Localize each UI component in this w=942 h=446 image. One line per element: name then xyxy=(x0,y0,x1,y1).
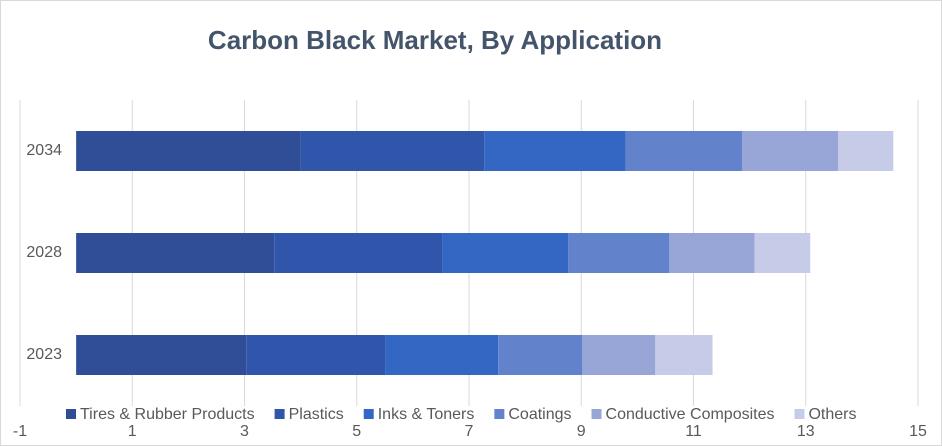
legend-marker xyxy=(591,409,602,419)
legend-label: Coatings xyxy=(508,406,571,423)
x-tick-label: 7 xyxy=(465,423,474,440)
x-tick-label: 15 xyxy=(909,423,927,440)
bar-segment xyxy=(76,335,247,375)
x-tick-label: 5 xyxy=(352,423,361,440)
bar-segment xyxy=(669,233,755,273)
x-tick-label: 11 xyxy=(685,423,702,440)
bar-segment xyxy=(625,131,743,171)
bar-segment xyxy=(385,335,499,375)
legend-marker xyxy=(494,409,505,419)
x-tick-label: 1 xyxy=(128,423,137,440)
legend-label: Inks & Toners xyxy=(378,406,475,423)
y-tick-label: 2023 xyxy=(26,346,62,363)
legend-label: Others xyxy=(808,406,856,423)
bar-segment xyxy=(498,335,583,375)
bar-segment xyxy=(76,233,275,273)
legend-marker xyxy=(794,409,805,419)
bar-segment xyxy=(76,131,301,171)
chart-title: Carbon Black Market, By Application xyxy=(208,25,662,55)
bar-segment xyxy=(246,335,386,375)
bar-segment xyxy=(754,233,811,273)
y-tick-label: 2028 xyxy=(26,244,62,261)
x-tick-label: 9 xyxy=(577,423,586,440)
bar-segment xyxy=(484,131,626,171)
bar-segment xyxy=(655,335,713,375)
y-tick-label: 2034 xyxy=(26,142,62,159)
bar-segment xyxy=(274,233,443,273)
bar-segment xyxy=(838,131,894,171)
legend-marker xyxy=(274,409,285,419)
bar-segment xyxy=(742,131,839,171)
legend-label: Tires & Rubber Products xyxy=(80,406,255,423)
x-tick-label: 13 xyxy=(797,423,815,440)
legend-marker xyxy=(66,409,76,419)
bar-segment xyxy=(442,233,569,273)
bar-segment xyxy=(582,335,656,375)
legend-label: Conductive Composites xyxy=(606,406,775,423)
legend-marker xyxy=(363,409,374,419)
legend-label: Plastics xyxy=(289,406,344,423)
bar-segment xyxy=(300,131,485,171)
x-tick-label: 3 xyxy=(240,423,249,440)
bar-segment xyxy=(568,233,670,273)
x-tick-label: -1 xyxy=(13,423,27,440)
